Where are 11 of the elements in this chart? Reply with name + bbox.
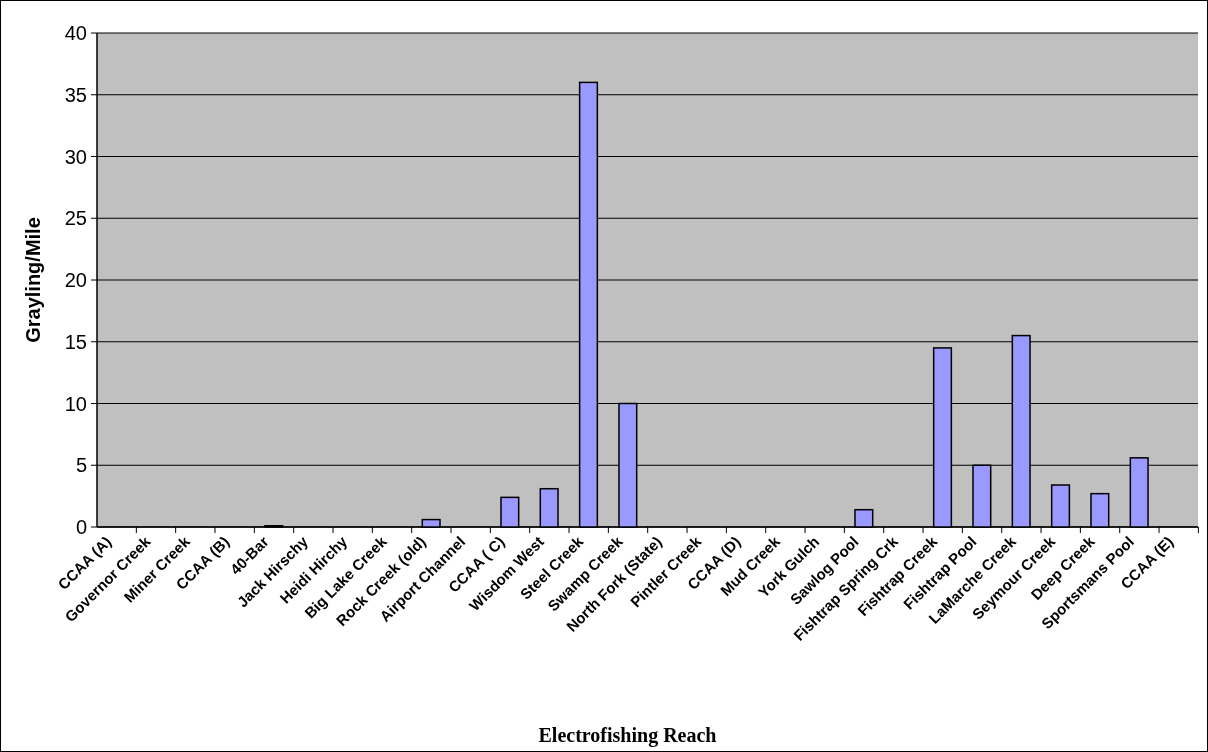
- y-tick-label: 15: [64, 330, 87, 353]
- y-tick-label: 0: [75, 516, 87, 538]
- x-axis-title: Electrofishing Reach: [538, 724, 717, 747]
- y-tick-label: 10: [64, 392, 87, 415]
- y-tick-label: 5: [75, 454, 87, 477]
- y-tick-label: 20: [64, 269, 87, 291]
- y-tick-label: 40: [64, 22, 87, 44]
- y-tick-label: 35: [64, 83, 87, 106]
- y-tick-label: 25: [64, 207, 87, 230]
- y-tick-label: 30: [64, 145, 87, 168]
- y-axis-title: Grayling/Mile: [22, 217, 44, 343]
